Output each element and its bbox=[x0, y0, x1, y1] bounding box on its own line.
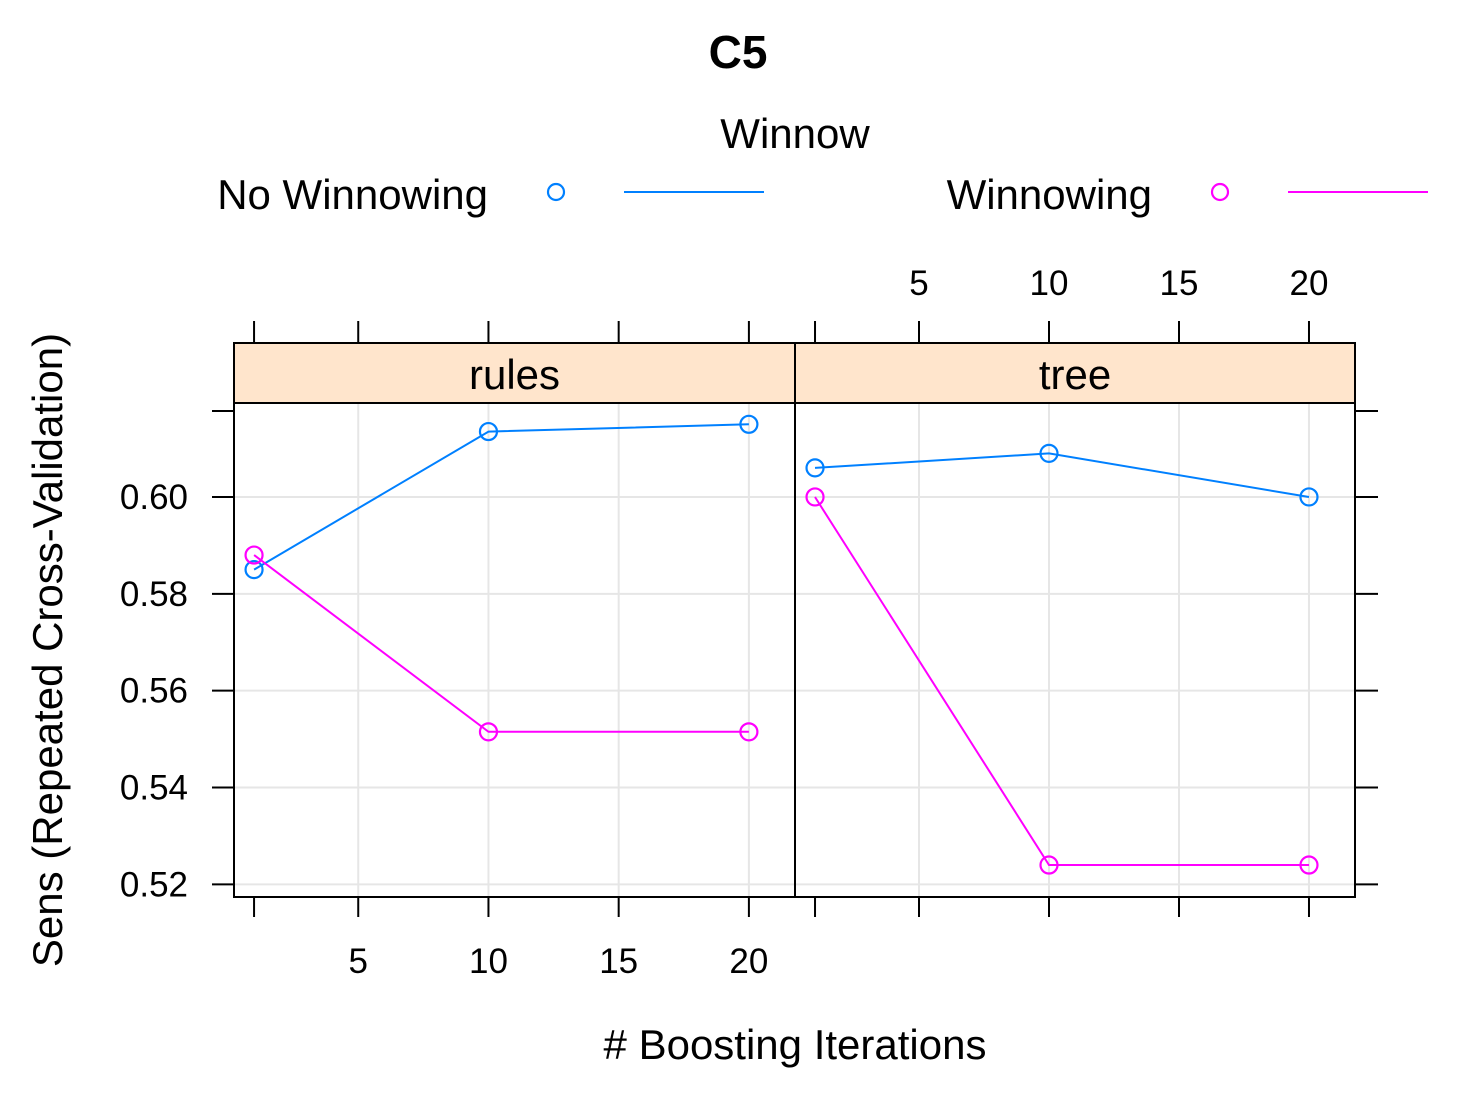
legend-point-winnowing bbox=[1210, 182, 1230, 202]
data-point-winnowing bbox=[805, 487, 825, 507]
y-axis-label: Sens (Repeated Cross-Validation) bbox=[24, 333, 71, 967]
series-line-no-winnowing bbox=[253, 423, 749, 571]
strip-rules bbox=[233, 342, 796, 404]
x-tick-label-top: 10 bbox=[1030, 264, 1069, 303]
strip-label-tree: tree bbox=[1039, 351, 1111, 398]
panel-rules: rules 5 10 15 20 bbox=[233, 321, 796, 981]
x-tick-label-top: 5 bbox=[909, 264, 928, 303]
x-tick-label: 15 bbox=[599, 942, 638, 981]
series-line-winnowing bbox=[253, 554, 749, 733]
legend-point-no-winnowing bbox=[546, 182, 566, 202]
legend-label-winnowing: Winnowing bbox=[947, 171, 1152, 218]
panel-border-rules bbox=[233, 402, 796, 898]
series-line-winnowing bbox=[814, 496, 1309, 866]
chart-title: C5 bbox=[709, 26, 768, 78]
data-point-no-winnowing bbox=[1299, 487, 1319, 507]
y-tick-label: 0.56 bbox=[120, 672, 188, 711]
x-tick-label-top: 15 bbox=[1160, 264, 1199, 303]
y-axis: 0.52 0.54 0.56 0.58 0.60 bbox=[120, 410, 1378, 904]
data-point-winnowing bbox=[244, 545, 264, 565]
legend-label-no-winnowing: No Winnowing bbox=[217, 171, 488, 218]
data-point-winnowing bbox=[1039, 855, 1059, 875]
y-tick-label: 0.58 bbox=[120, 575, 188, 614]
panel-border-tree bbox=[794, 402, 1356, 898]
x-tick-label: 10 bbox=[469, 942, 508, 981]
legend-title: Winnow bbox=[720, 110, 870, 157]
panel-tree: tree 5 10 15 20 bbox=[794, 264, 1356, 917]
strip-label-rules: rules bbox=[469, 351, 560, 398]
data-point-no-winnowing bbox=[244, 560, 264, 580]
data-point-winnowing bbox=[739, 722, 759, 742]
data-point-no-winnowing bbox=[739, 414, 759, 434]
data-point-no-winnowing bbox=[478, 421, 499, 442]
strip-tree bbox=[794, 342, 1356, 404]
x-tick-label: 5 bbox=[348, 942, 367, 981]
x-tick-label: 20 bbox=[729, 942, 768, 981]
x-tick-label-top: 20 bbox=[1290, 264, 1329, 303]
y-tick-label: 0.60 bbox=[120, 478, 188, 517]
x-axis-label: # Boosting Iterations bbox=[604, 1021, 987, 1068]
legend: No Winnowing Winnowing bbox=[217, 171, 1428, 218]
y-tick-label: 0.52 bbox=[120, 865, 188, 904]
data-point-no-winnowing bbox=[805, 458, 825, 478]
data-point-winnowing bbox=[478, 722, 499, 742]
series-line-no-winnowing bbox=[814, 452, 1310, 498]
y-tick-label: 0.54 bbox=[120, 769, 188, 808]
data-point-winnowing bbox=[1299, 855, 1319, 875]
data-point-no-winnowing bbox=[1039, 443, 1059, 463]
